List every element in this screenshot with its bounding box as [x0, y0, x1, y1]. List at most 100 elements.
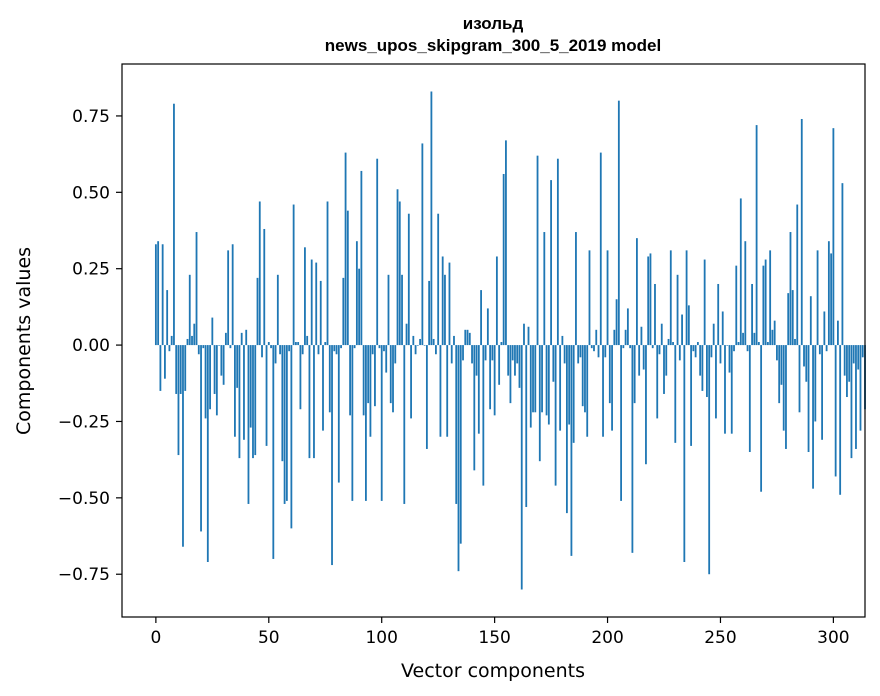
bar: [446, 345, 449, 437]
bar: [520, 345, 523, 590]
bar: [780, 345, 783, 385]
bar: [782, 345, 785, 431]
bar: [855, 345, 857, 449]
bar: [299, 345, 302, 410]
bar: [175, 345, 178, 394]
bar: [448, 262, 451, 346]
bar: [830, 253, 833, 346]
bar: [238, 345, 241, 459]
bar: [660, 323, 663, 346]
bar: [599, 152, 602, 346]
bar: [584, 345, 586, 413]
bar: [744, 241, 747, 346]
bar: [376, 158, 379, 346]
bar: [493, 345, 496, 416]
bar: [335, 345, 338, 355]
bar: [701, 345, 704, 391]
bar: [428, 280, 431, 346]
bar: [197, 345, 200, 355]
bar: [511, 345, 514, 361]
bar: [606, 250, 609, 346]
bar: [173, 103, 175, 346]
bar: [850, 345, 853, 459]
bar: [816, 250, 819, 346]
bar: [495, 256, 498, 346]
bar: [733, 345, 735, 352]
bar: [629, 345, 632, 349]
bar: [475, 345, 478, 376]
x-tick-label: 0: [150, 628, 161, 648]
bar: [857, 345, 860, 370]
bar: [182, 345, 184, 547]
bar: [776, 345, 778, 361]
bar: [396, 189, 399, 346]
bar: [615, 299, 618, 346]
bar: [757, 342, 760, 346]
bar: [766, 342, 769, 346]
bar: [778, 345, 781, 404]
bar: [654, 283, 656, 346]
bar: [622, 345, 625, 349]
bar: [825, 345, 828, 352]
bar: [324, 342, 327, 346]
bar: [681, 314, 683, 346]
bar: [473, 345, 476, 471]
bar: [455, 345, 458, 504]
bar: [254, 345, 257, 456]
bar: [401, 274, 403, 346]
bar: [678, 345, 681, 361]
bar: [459, 345, 462, 544]
bar: [387, 274, 390, 346]
bar: [319, 280, 322, 346]
bar: [482, 345, 485, 486]
bar: [516, 345, 519, 364]
bar: [432, 338, 435, 346]
bar: [728, 345, 731, 373]
bar: [676, 274, 679, 346]
bar: [188, 274, 191, 346]
bar: [613, 329, 616, 346]
bar: [656, 345, 659, 419]
bar: [543, 232, 546, 346]
bar: [827, 241, 830, 346]
bar: [809, 296, 812, 346]
bar: [658, 345, 661, 355]
bar: [785, 345, 787, 449]
bar: [832, 128, 835, 346]
bar: [480, 290, 482, 346]
bar: [674, 345, 677, 443]
bar: [694, 345, 697, 358]
bar: [563, 345, 566, 364]
bar: [313, 345, 315, 459]
bar: [195, 232, 198, 346]
bar: [355, 241, 358, 346]
bar: [353, 345, 356, 349]
bar: [565, 345, 568, 514]
bar: [708, 345, 711, 575]
bar: [663, 345, 665, 394]
bar: [647, 256, 650, 346]
bar: [685, 250, 688, 346]
bar: [218, 345, 221, 346]
x-axis-label: Vector components: [401, 660, 585, 682]
bar: [279, 345, 281, 355]
bar: [859, 345, 862, 431]
bar: [164, 345, 166, 379]
bar: [471, 345, 473, 364]
y-tick-label: −0.25: [58, 412, 110, 432]
bar: [692, 345, 695, 352]
bar: [626, 308, 629, 346]
bar: [276, 274, 279, 346]
bar: [651, 345, 654, 349]
bar: [161, 244, 164, 346]
bar: [281, 345, 284, 462]
bar: [638, 345, 641, 376]
bar: [301, 345, 304, 355]
bar: [425, 345, 428, 449]
bar: [394, 345, 397, 364]
bar: [505, 140, 507, 346]
bar: [547, 345, 550, 425]
bar: [292, 204, 295, 346]
bar: [712, 323, 715, 346]
bar: [608, 345, 611, 404]
